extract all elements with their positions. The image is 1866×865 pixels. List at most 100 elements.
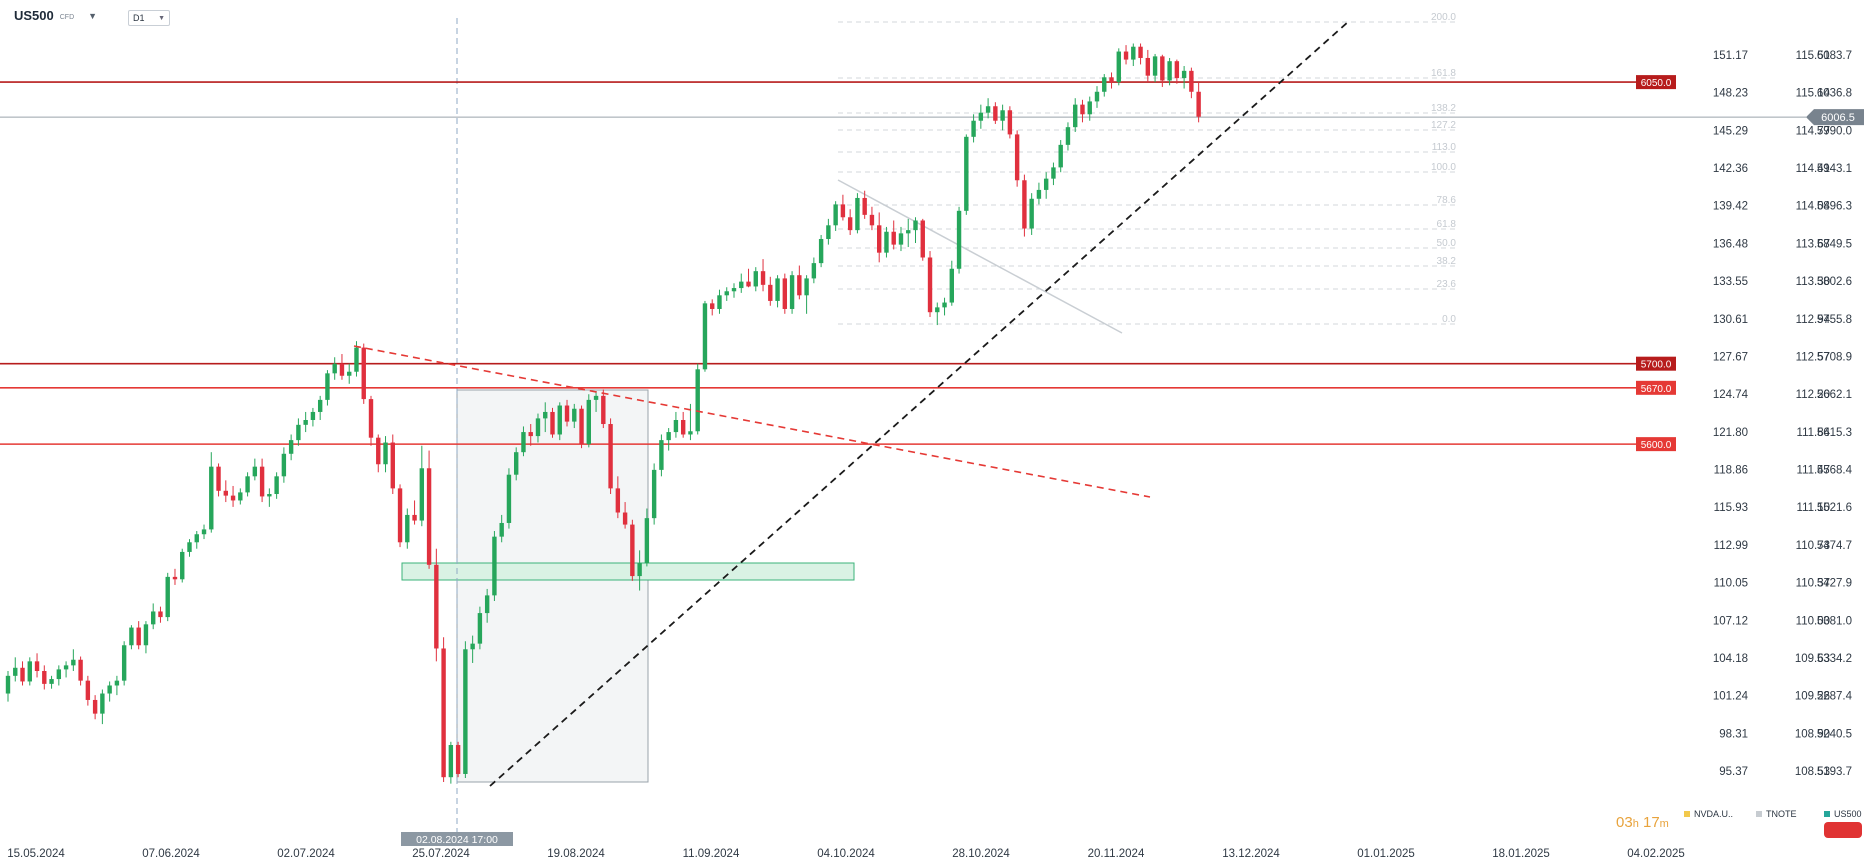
candle-body[interactable] <box>622 512 628 525</box>
candle-body[interactable] <box>194 534 199 543</box>
candle-body[interactable] <box>884 231 889 253</box>
candle-body[interactable] <box>855 197 860 231</box>
candle-body[interactable] <box>797 275 802 296</box>
candle-body[interactable] <box>259 466 265 497</box>
candle-body[interactable] <box>441 648 446 778</box>
candle-body[interactable] <box>753 271 758 287</box>
candle-body[interactable] <box>1123 51 1129 60</box>
candle-body[interactable] <box>390 442 395 489</box>
candle-body[interactable] <box>412 514 417 521</box>
candle-body[interactable] <box>27 661 32 682</box>
candle-body[interactable] <box>325 373 330 400</box>
candle-body[interactable] <box>56 669 62 680</box>
candle-body[interactable] <box>1073 104 1078 128</box>
candle-body[interactable] <box>136 627 141 646</box>
candle-body[interactable] <box>506 474 512 523</box>
candle-body[interactable] <box>85 680 91 700</box>
candle-body[interactable] <box>586 399 591 445</box>
level-tag[interactable] <box>1636 356 1676 371</box>
chevron-down-icon[interactable]: ▼ <box>88 10 98 21</box>
candle-body[interactable] <box>274 476 279 495</box>
candle-body[interactable] <box>1065 127 1071 145</box>
candle-body[interactable] <box>942 302 947 308</box>
candle-body[interactable] <box>368 399 374 438</box>
candle-body[interactable] <box>5 675 11 694</box>
candle-body[interactable] <box>1051 167 1056 179</box>
candle-body[interactable] <box>405 514 410 543</box>
candle-body[interactable] <box>477 613 483 644</box>
candle-body[interactable] <box>20 667 25 682</box>
candle-body[interactable] <box>760 271 766 285</box>
candle-body[interactable] <box>114 680 120 686</box>
candle-body[interactable] <box>1087 101 1092 115</box>
candle-body[interactable] <box>739 281 744 289</box>
candle-body[interactable] <box>978 112 984 121</box>
candle-body[interactable] <box>746 281 751 287</box>
candle-body[interactable] <box>1036 189 1042 199</box>
candle-body[interactable] <box>572 408 577 422</box>
candle-body[interactable] <box>644 518 650 564</box>
candle-body[interactable] <box>354 347 359 372</box>
candle-body[interactable] <box>151 611 156 625</box>
candle-body[interactable] <box>49 679 54 684</box>
candle-body[interactable] <box>521 432 526 453</box>
candle-body[interactable] <box>833 204 838 226</box>
candle-body[interactable] <box>1189 70 1194 92</box>
candle-body[interactable] <box>877 225 882 253</box>
candle-body[interactable] <box>1181 70 1187 79</box>
timeframe-select[interactable]: D1 ▼ <box>128 10 170 26</box>
candle-body[interactable] <box>993 106 998 121</box>
candle-body[interactable] <box>702 303 708 370</box>
candle-body[interactable] <box>310 411 316 420</box>
candle-body[interactable] <box>840 204 846 218</box>
candle-body[interactable] <box>964 136 969 211</box>
candle-body[interactable] <box>1094 91 1100 102</box>
resistance-trendline[interactable] <box>353 345 1151 498</box>
candle-body[interactable] <box>201 529 207 535</box>
candle-body[interactable] <box>1000 110 1005 121</box>
candle-body[interactable] <box>470 643 475 650</box>
candle-body[interactable] <box>121 645 127 681</box>
candle-body[interactable] <box>710 303 715 309</box>
candle-body[interactable] <box>891 231 896 245</box>
candle-body[interactable] <box>1131 46 1136 60</box>
candle-body[interactable] <box>1160 56 1165 81</box>
candle-body[interactable] <box>1152 56 1158 76</box>
candle-body[interactable] <box>129 627 134 646</box>
candle-body[interactable] <box>180 551 185 580</box>
candle-body[interactable] <box>455 745 461 774</box>
candle-body[interactable] <box>637 563 642 577</box>
candle-body[interactable] <box>63 665 69 670</box>
candle-body[interactable] <box>288 440 294 454</box>
range-box[interactable] <box>456 389 649 783</box>
candle-body[interactable] <box>317 399 323 412</box>
candle-body[interactable] <box>818 238 824 264</box>
legend-item-us500[interactable]: US500 <box>1824 807 1862 821</box>
candle-body[interactable] <box>680 419 686 435</box>
candle-body[interactable] <box>1174 61 1180 79</box>
symbol-name[interactable]: US500 <box>14 8 54 23</box>
candle-body[interactable] <box>535 418 541 437</box>
candle-body[interactable] <box>543 411 548 419</box>
candle-body[interactable] <box>913 220 918 231</box>
candle-body[interactable] <box>1007 110 1013 135</box>
candle-body[interactable] <box>1196 91 1201 117</box>
candle-body[interactable] <box>1167 61 1172 81</box>
candle-body[interactable] <box>1116 51 1121 83</box>
candle-body[interactable] <box>608 424 613 489</box>
candle-body[interactable] <box>1029 198 1034 229</box>
candle-body[interactable] <box>847 217 853 231</box>
candle-body[interactable] <box>593 395 599 400</box>
candle-body[interactable] <box>172 576 178 580</box>
symbol-selector[interactable]: US500 CFD ▼ <box>14 8 97 23</box>
candle-body[interactable] <box>557 405 562 435</box>
candle-body[interactable] <box>804 278 809 296</box>
candle-body[interactable] <box>564 405 570 422</box>
candle-body[interactable] <box>615 488 621 513</box>
candle-body[interactable] <box>216 466 221 491</box>
candle-body[interactable] <box>223 490 228 496</box>
candle-body[interactable] <box>514 452 519 475</box>
candle-body[interactable] <box>935 307 940 313</box>
candle-body[interactable] <box>898 233 904 245</box>
